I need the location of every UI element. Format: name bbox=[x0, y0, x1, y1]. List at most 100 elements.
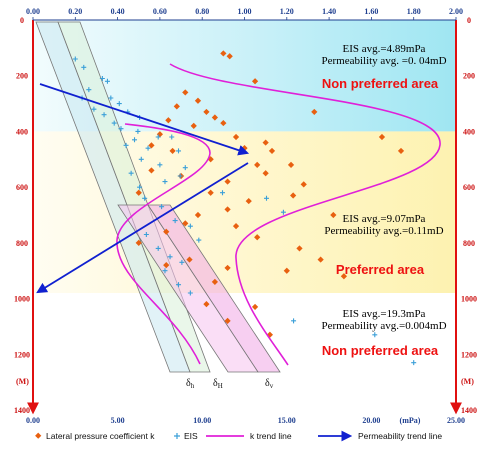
depth-tick-label-left: 1200 bbox=[14, 350, 30, 359]
k-point bbox=[245, 197, 252, 205]
top-tick-label: 1.40 bbox=[322, 7, 336, 16]
k-point bbox=[165, 117, 172, 124]
stress-label-sub: h bbox=[191, 382, 195, 390]
k-point bbox=[203, 108, 210, 116]
eis-point bbox=[176, 148, 182, 154]
stress-label-sub: H bbox=[218, 382, 223, 390]
eis-point bbox=[372, 332, 378, 338]
k-point bbox=[283, 267, 290, 274]
eis-point bbox=[123, 142, 129, 148]
top-tick-label: 2.00 bbox=[449, 7, 463, 16]
depth-tick-label-left: 200 bbox=[16, 72, 28, 81]
eis-point bbox=[145, 145, 151, 151]
eis-point bbox=[132, 137, 138, 143]
bottom-tick-label: 15.00 bbox=[278, 416, 296, 425]
depth-tick-label-right: 800 bbox=[463, 239, 475, 248]
depth-tick-label-left: 1000 bbox=[14, 295, 30, 304]
depth-tick-label-left: 600 bbox=[16, 183, 28, 192]
top-tick-label: 0.80 bbox=[195, 7, 209, 16]
legend-ktrend-label: k trend line bbox=[250, 431, 292, 441]
legend-k-marker bbox=[35, 432, 42, 439]
k-point bbox=[190, 122, 197, 129]
k-point bbox=[163, 228, 170, 235]
k-point bbox=[182, 220, 189, 227]
legend: Lateral pressure coefficient k EIS k trend… bbox=[35, 430, 442, 442]
depth-tick-label-right: 1200 bbox=[461, 350, 477, 359]
eis-point bbox=[167, 254, 173, 260]
eis-point bbox=[182, 165, 188, 171]
eis-point bbox=[143, 232, 149, 237]
eis-point bbox=[86, 87, 92, 93]
eis-point bbox=[108, 95, 114, 101]
eis-point bbox=[72, 56, 78, 62]
eis-point bbox=[142, 195, 148, 201]
bottom-tick-label: 5.00 bbox=[111, 416, 125, 425]
legend-eis-label: EIS bbox=[184, 431, 198, 441]
zone-name: Non preferred area bbox=[322, 76, 439, 91]
k-point bbox=[173, 103, 180, 110]
eis-point bbox=[220, 190, 226, 196]
stress-label-sub: v bbox=[270, 382, 274, 390]
depth-tick-label-right: 200 bbox=[463, 72, 475, 81]
k-point bbox=[182, 89, 189, 96]
k-point bbox=[224, 178, 231, 185]
k-point bbox=[148, 142, 155, 149]
top-tick-label: 1.80 bbox=[407, 7, 421, 16]
eis-point bbox=[157, 162, 163, 168]
eis-point bbox=[138, 156, 144, 162]
eis-point bbox=[162, 268, 168, 274]
k-point bbox=[317, 256, 324, 263]
k-point bbox=[148, 167, 155, 174]
bottom-tick-label: 10.00 bbox=[193, 416, 211, 425]
k-point bbox=[194, 211, 202, 219]
zone-perm-note: Permeability avg. =0. 04mD bbox=[321, 55, 446, 67]
legend-perm-label: Permeability trend line bbox=[358, 431, 442, 441]
depth-tick-label-right: 600 bbox=[463, 183, 475, 192]
eis-point bbox=[155, 134, 161, 140]
eis-point bbox=[187, 290, 193, 296]
zone-perm-note: Permeability avg.=0.11mD bbox=[324, 225, 443, 237]
k-point bbox=[211, 114, 219, 121]
zone-name: Non preferred area bbox=[322, 343, 439, 358]
eis-point bbox=[137, 184, 143, 190]
eis-point bbox=[411, 360, 417, 366]
bottom-tick-label: 0.00 bbox=[26, 416, 40, 425]
k-point bbox=[135, 189, 142, 196]
eis-point bbox=[111, 120, 117, 126]
zone-eis-note: EIS avg.=9.07mPa bbox=[343, 213, 426, 225]
top-tick-label: 1.60 bbox=[364, 7, 378, 16]
depth-tick-label-right: 0 bbox=[467, 16, 471, 25]
depth-unit-right: (M) bbox=[461, 377, 474, 386]
eis-point bbox=[196, 237, 202, 243]
k-point bbox=[220, 50, 227, 57]
k-point bbox=[232, 223, 240, 230]
perm-trend-lower bbox=[36, 162, 249, 294]
zone-eis-note: EIS avg.=4.89mPa bbox=[343, 43, 426, 55]
eis-point bbox=[159, 204, 165, 210]
depth-tick-label-right: 1000 bbox=[461, 295, 477, 304]
stress-label: δh bbox=[186, 378, 195, 390]
eis-point bbox=[176, 282, 182, 288]
eis-point bbox=[101, 112, 107, 118]
eis-point bbox=[179, 259, 185, 265]
legend-k-label: Lateral pressure coefficient k bbox=[46, 431, 155, 441]
eis-point bbox=[291, 318, 297, 324]
zone-eis-note: EIS avg.=19.3mPa bbox=[343, 308, 426, 320]
eis-point bbox=[104, 78, 110, 84]
top-tick-label: 0.20 bbox=[68, 7, 82, 16]
eis-point bbox=[280, 209, 286, 215]
eis-point bbox=[162, 179, 168, 185]
k-point bbox=[340, 273, 348, 280]
bottom-tick-label: 20.00 bbox=[362, 416, 380, 425]
eis-point bbox=[118, 126, 124, 132]
k-point bbox=[207, 189, 214, 196]
k-point bbox=[135, 239, 142, 246]
eis-point bbox=[99, 76, 105, 81]
eis-point bbox=[116, 101, 122, 107]
trend-lines bbox=[36, 63, 441, 366]
depth-tick-label-left: 800 bbox=[16, 239, 28, 248]
bottom-tick-label: 25.00 bbox=[447, 416, 465, 425]
eis-point bbox=[128, 170, 134, 176]
depth-tick-label-right: 400 bbox=[463, 127, 475, 136]
